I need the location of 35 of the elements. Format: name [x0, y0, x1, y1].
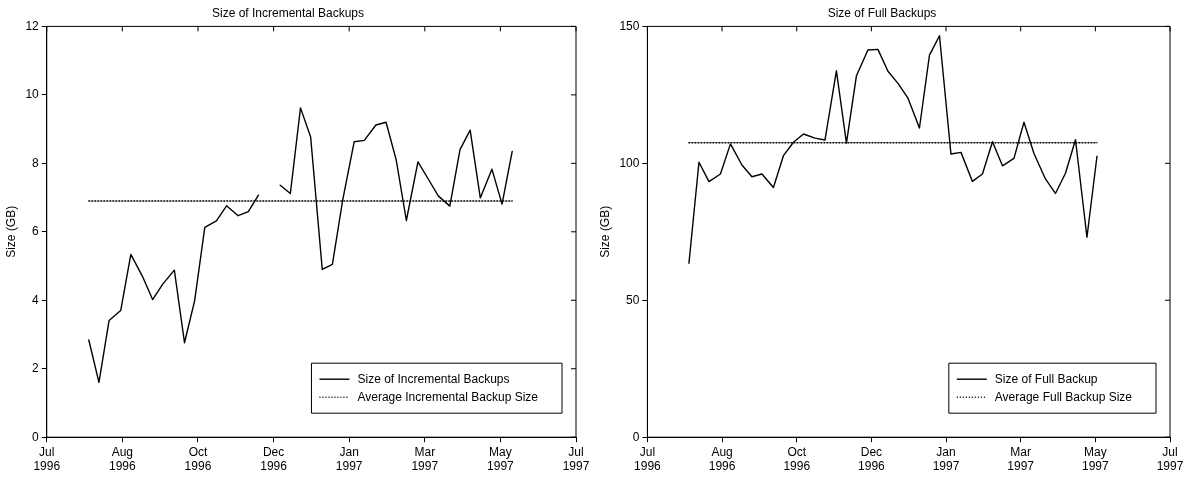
y-tick-label: 2 [32, 361, 40, 376]
y-tick-label: 8 [32, 155, 40, 170]
legend-label: Size of Full Backup [994, 371, 1098, 386]
x-tick-label: Dec 1996 [858, 444, 886, 474]
x-tick-label: Jul 1997 [1156, 444, 1184, 474]
y-tick-label: 50 [626, 292, 640, 307]
x-tick-label: Dec 1996 [260, 444, 288, 474]
x-tick-label: Jan 1997 [932, 444, 960, 474]
x-tick-label: Oct 1996 [783, 444, 811, 474]
x-tick-label: Jul 1996 [33, 444, 61, 474]
legend-label: Average Full Backup Size [994, 389, 1133, 404]
x-tick-label: Aug 1996 [708, 444, 736, 474]
x-tick-label: Jul 1997 [562, 444, 590, 474]
x-tick-label: Jan 1997 [335, 444, 363, 474]
legend-label: Average Incremental Backup Size [357, 389, 539, 404]
x-tick-label: Jul 1996 [634, 444, 662, 474]
y-axis-title: Size (GB) [3, 205, 18, 258]
x-tick-label: Aug 1996 [109, 444, 137, 474]
y-tick-label: 100 [619, 155, 640, 170]
y-tick-label: 0 [32, 429, 40, 444]
x-tick-label: Mar 1997 [1007, 444, 1035, 474]
y-tick-label: 12 [25, 18, 40, 33]
x-tick-label: Oct 1996 [184, 444, 212, 474]
x-tick-label: May 1997 [487, 444, 515, 474]
legend-label: Size of Incremental Backups [357, 371, 510, 386]
y-tick-label: 6 [32, 224, 40, 239]
chart-title: Size of Incremental Backups [211, 5, 365, 20]
chart-title: Size of Full Backups [827, 5, 937, 20]
y-axis-title: Size (GB) [597, 205, 612, 258]
x-tick-label: Mar 1997 [411, 444, 439, 474]
y-tick-label: 4 [32, 292, 40, 307]
y-tick-label: 0 [632, 429, 640, 444]
y-tick-label: 150 [619, 18, 640, 33]
x-tick-label: May 1997 [1081, 444, 1110, 474]
y-tick-label: 10 [25, 87, 40, 102]
